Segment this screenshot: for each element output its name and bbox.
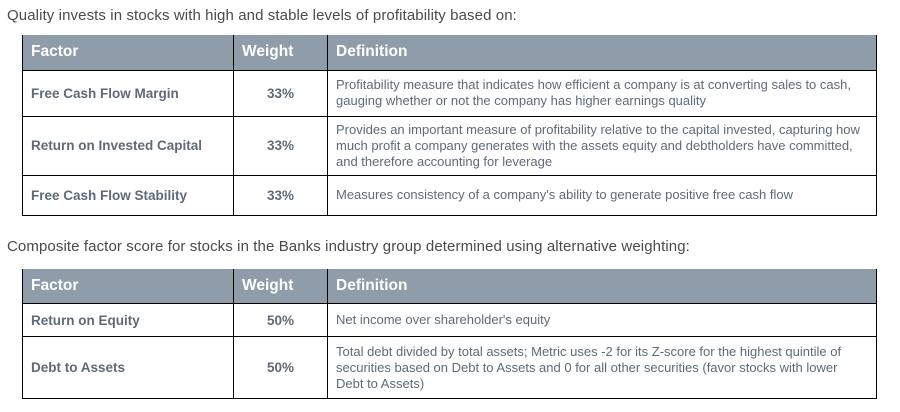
factor-definition: Profitability measure that indicates how… <box>327 69 877 117</box>
table-row: Debt to Assets 50% Total debt divided by… <box>22 336 877 399</box>
intro-quality-text: Quality invests in stocks with high and … <box>7 7 517 24</box>
factor-name: Return on Invested Capital <box>22 115 234 176</box>
column-header-definition: Definition <box>327 35 877 71</box>
column-header-definition: Definition <box>327 268 877 304</box>
intro-composite-text: Composite factor score for stocks in the… <box>7 237 690 255</box>
table-row: Return on Invested Capital 33% Provides … <box>22 115 877 176</box>
table-header-row: Factor Weight Definition <box>22 268 877 304</box>
table-row: Free Cash Flow Stability 33% Measures co… <box>22 174 877 216</box>
factor-name: Free Cash Flow Stability <box>22 174 234 216</box>
factor-weight: 50% <box>233 303 328 337</box>
factor-weight: 50% <box>233 336 328 399</box>
column-header-weight: Weight <box>233 35 328 71</box>
table-header-row: Factor Weight Definition <box>22 35 877 71</box>
column-header-weight: Weight <box>233 268 328 304</box>
factor-name: Debt to Assets <box>22 336 234 399</box>
factor-definition: Total debt divided by total assets; Metr… <box>327 336 877 399</box>
factor-definition: Measures consistency of a company's abil… <box>327 174 877 216</box>
table-row: Free Cash Flow Margin 33% Profitability … <box>22 69 877 117</box>
factor-definition: Provides an important measure of profita… <box>327 115 877 176</box>
table-row: Return on Equity 50% Net income over sha… <box>22 303 877 337</box>
factor-weight: 33% <box>233 174 328 216</box>
factor-weight: 33% <box>233 115 328 176</box>
banks-factors-table: Factor Weight Definition Return on Equit… <box>22 268 877 399</box>
column-header-factor: Factor <box>22 35 234 71</box>
factor-definition: Net income over shareholder's equity <box>327 303 877 337</box>
column-header-factor: Factor <box>22 268 234 304</box>
page: Quality invests in stocks with high and … <box>7 7 877 399</box>
factor-weight: 33% <box>233 69 328 117</box>
factor-name: Free Cash Flow Margin <box>22 69 234 117</box>
factor-name: Return on Equity <box>22 303 234 337</box>
quality-factors-table: Factor Weight Definition Free Cash Flow … <box>22 35 877 216</box>
